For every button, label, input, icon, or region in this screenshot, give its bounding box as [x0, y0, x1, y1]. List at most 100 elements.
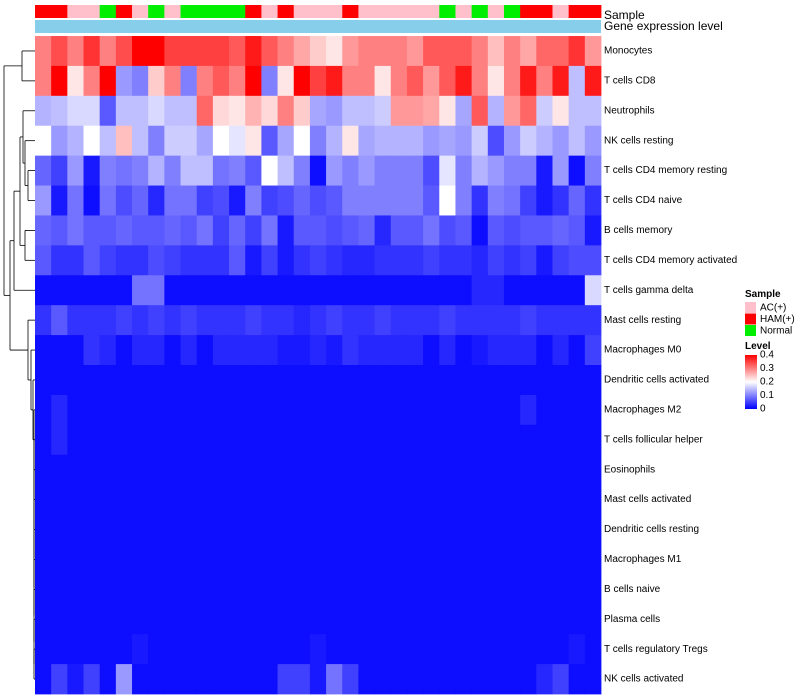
- heatmap-cell: [148, 155, 165, 186]
- heatmap-cell: [277, 36, 295, 67]
- heatmap-cell: [99, 634, 117, 665]
- heatmap-cell: [148, 65, 165, 97]
- heatmap-cell: [552, 544, 570, 575]
- heatmap-cell: [277, 65, 295, 97]
- heatmap-cell: [277, 275, 295, 306]
- heatmap-cell: [390, 634, 408, 665]
- sample-cell-normal: [229, 5, 246, 18]
- heatmap-cell: [277, 335, 295, 366]
- heatmap-cell: [261, 664, 278, 695]
- heatmap-cell: [180, 125, 198, 157]
- heatmap-cell: [390, 454, 408, 486]
- heatmap-cell: [536, 155, 553, 186]
- heatmap-cell: [326, 335, 343, 366]
- heatmap-cell: [326, 36, 343, 67]
- heatmap-cell: [83, 514, 101, 545]
- heatmap-cell: [568, 424, 586, 456]
- heatmap-cell: [552, 634, 570, 665]
- heatmap-cell: [584, 664, 602, 695]
- heatmap-cell: [552, 245, 570, 276]
- heatmap-cell: [358, 185, 375, 216]
- heatmap-cell: [67, 484, 84, 515]
- heatmap-cell: [164, 245, 181, 276]
- heatmap-cell: [99, 305, 117, 336]
- heatmap-cell: [342, 454, 359, 486]
- heatmap-cell: [115, 365, 133, 396]
- heatmap-cell: [455, 454, 473, 486]
- heatmap-cell: [471, 125, 489, 157]
- heatmap-cell: [196, 454, 214, 486]
- heatmap-cell: [309, 185, 327, 216]
- heatmap-cell: [115, 155, 133, 186]
- heatmap-cell: [164, 394, 181, 426]
- heatmap-cell: [196, 544, 214, 575]
- heatmap-cell: [342, 95, 359, 127]
- heatmap-cell: [212, 394, 230, 426]
- heatmap-cell: [180, 36, 198, 67]
- heatmap-cell: [423, 275, 440, 306]
- heatmap-cell: [245, 95, 262, 127]
- heatmap-cell: [503, 335, 521, 366]
- heatmap-cell: [164, 424, 181, 456]
- heatmap-cell: [374, 275, 392, 306]
- heatmap-cell: [261, 514, 278, 545]
- heatmap-cell: [358, 664, 375, 695]
- heatmap-cell: [406, 215, 424, 246]
- heatmap-cell: [83, 245, 101, 276]
- heatmap-cell: [67, 305, 84, 336]
- sample-cell-ac: [293, 5, 311, 18]
- heatmap-cell: [67, 275, 84, 306]
- heatmap-cell: [390, 305, 408, 336]
- heatmap-cell: [390, 544, 408, 575]
- heatmap-cell: [536, 514, 553, 545]
- heatmap-cell: [148, 335, 165, 366]
- sample-legend-title: Sample: [745, 289, 781, 300]
- heatmap-cell: [584, 36, 602, 67]
- heatmap-cell: [164, 335, 181, 366]
- heatmap-cell: [503, 604, 521, 635]
- heatmap-cell: [99, 514, 117, 545]
- heatmap-cell: [390, 604, 408, 635]
- heatmap-cell: [261, 604, 278, 635]
- heatmap-cell: [51, 305, 68, 336]
- sample-cell-ac: [487, 5, 505, 18]
- heatmap-cell: [148, 95, 165, 127]
- heatmap-cell: [471, 215, 489, 246]
- heatmap-cell: [196, 634, 214, 665]
- legend-label-ac: AC(+): [760, 303, 786, 314]
- heatmap-cell: [455, 245, 473, 276]
- heatmap-cell: [51, 574, 68, 605]
- heatmap-cell: [35, 574, 52, 605]
- heatmap-cell: [196, 484, 214, 515]
- heatmap-cell: [164, 664, 181, 695]
- heatmap-cell: [374, 394, 392, 426]
- heatmap-cell: [406, 65, 424, 97]
- heatmap-cell: [390, 335, 408, 366]
- heatmap-cell: [148, 604, 165, 635]
- heatmap-cell: [520, 275, 537, 306]
- sample-cell-ham: [584, 5, 602, 18]
- heatmap-cell: [261, 215, 278, 246]
- heatmap-cell: [164, 514, 181, 545]
- heatmap-cell: [99, 95, 117, 127]
- heatmap-cell: [309, 574, 327, 605]
- row-label-t-cells-cd4-naive: T cells CD4 naive: [604, 195, 683, 206]
- heatmap-cell: [455, 335, 473, 366]
- heatmap-cell: [358, 95, 375, 127]
- heatmap-cell: [390, 215, 408, 246]
- heatmap-cell: [439, 664, 456, 695]
- heatmap-cell: [358, 604, 375, 635]
- heatmap-cell: [406, 155, 424, 186]
- heatmap-cell: [293, 604, 311, 635]
- heatmap-cell: [439, 36, 456, 67]
- heatmap-cell: [455, 634, 473, 665]
- heatmap-cell: [342, 634, 359, 665]
- heatmap-cell: [342, 664, 359, 695]
- sample-cell-ac: [67, 5, 84, 18]
- heatmap-cell: [358, 514, 375, 545]
- heatmap-cell: [439, 394, 456, 426]
- heatmap-cell: [552, 454, 570, 486]
- heatmap-cell: [164, 544, 181, 575]
- heatmap-cell: [245, 275, 262, 306]
- heatmap-cell: [423, 664, 440, 695]
